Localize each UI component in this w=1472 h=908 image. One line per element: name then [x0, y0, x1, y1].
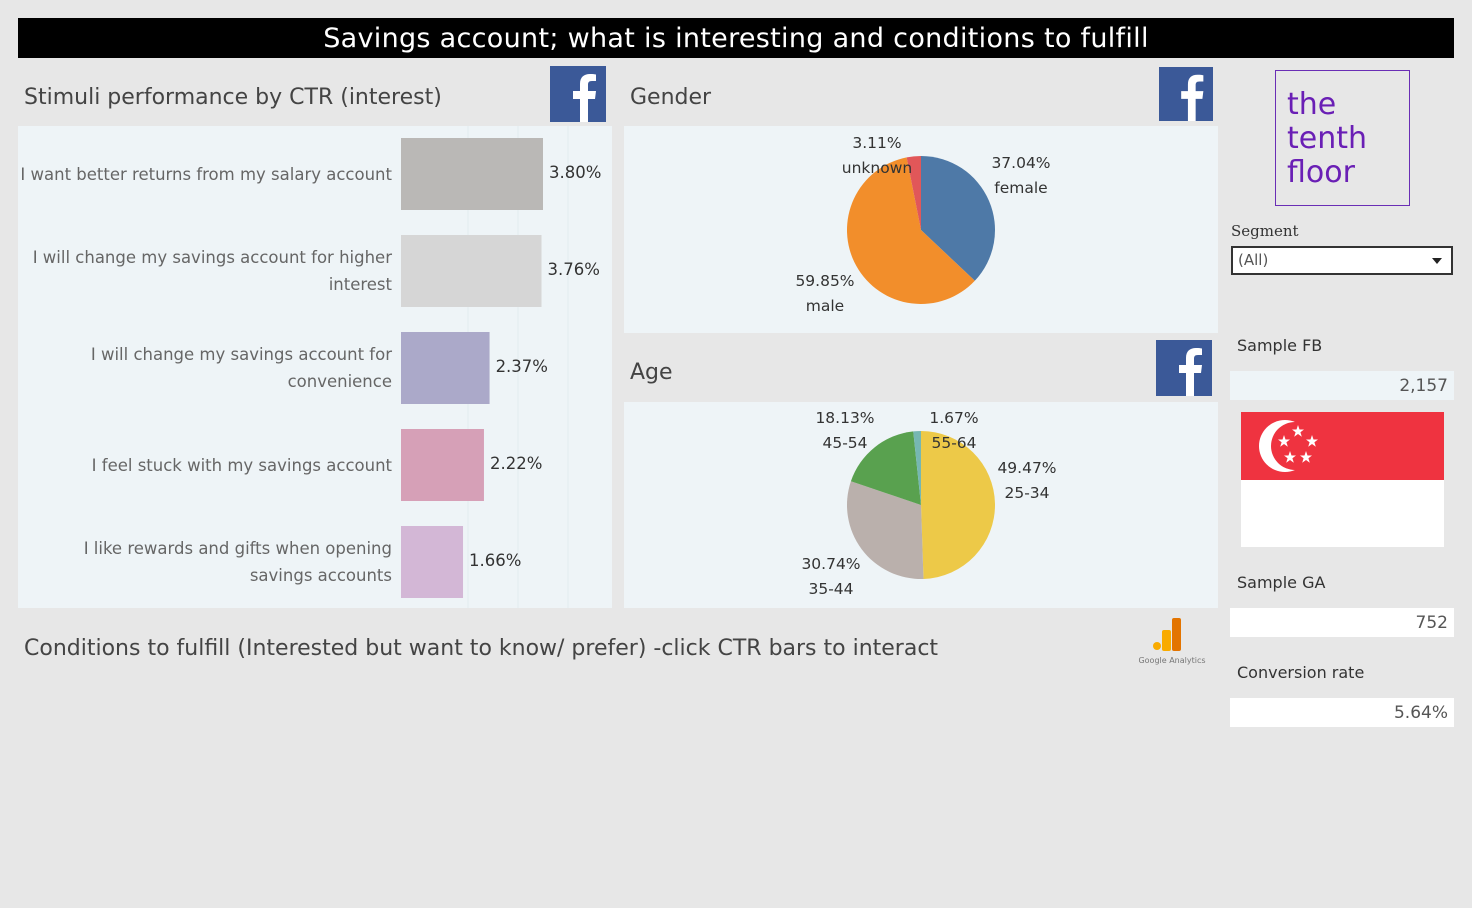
slice-name: 35-44 [808, 580, 854, 598]
slice-value: 18.13% [815, 409, 875, 427]
slice-name: unknown [841, 159, 913, 177]
gender-pie-chart [847, 156, 995, 304]
conditions-title: Conditions to fulfill (Interested but wa… [24, 636, 939, 661]
bar-category-label: I like rewards and gifts when opening sav… [12, 535, 392, 589]
gender-title: Gender [630, 85, 712, 110]
bar-category-line: convenience [287, 372, 392, 391]
bar-value-label: 2.37% [495, 357, 548, 376]
sample-fb-value: 2,157 [1230, 371, 1454, 400]
slice-name: 55-64 [931, 434, 977, 452]
ctr-bar[interactable] [401, 332, 490, 404]
facebook-icon [550, 66, 606, 122]
pie-label-25-34: 49.47% 25-34 [982, 456, 1072, 506]
bar-value-label: 2.22% [489, 454, 543, 473]
age-title: Age [630, 360, 673, 385]
stimuli-bar-chart [401, 126, 569, 608]
bar-category-label: I will change my savings account for conv… [12, 341, 392, 395]
ctr-bar[interactable] [401, 526, 464, 598]
segment-selected-value: (All) [1238, 251, 1269, 269]
slice-name: female [994, 179, 1048, 197]
tenth-floor-logo: the tenth floor [1275, 70, 1410, 206]
singapore-flag [1241, 412, 1444, 547]
bar-category-line: I like rewards and gifts when opening [83, 539, 392, 558]
bar-category-line: I will change my savings account for [90, 345, 392, 364]
pie-slice-45-54[interactable] [850, 431, 921, 505]
google-analytics-logo: Google Analytics [1136, 616, 1208, 668]
google-analytics-caption: Google Analytics [1138, 656, 1206, 665]
facebook-icon [1156, 340, 1212, 396]
bar-category-line: savings accounts [249, 566, 392, 585]
slice-value: 37.04% [991, 154, 1051, 172]
bar-category-line: I want better returns from my salary acc… [20, 164, 392, 184]
pie-slice-35-44[interactable] [847, 481, 924, 579]
pie-label-55-64: 1.67% 55-64 [910, 406, 998, 456]
age-panel: 18.13% 45-54 1.67% 55-64 49.47% 25-34 30… [624, 402, 1218, 608]
sample-ga-value: 752 [1230, 608, 1454, 637]
bar-value-label: 3.76% [547, 260, 600, 279]
pie-label-unknown: 3.11% unknown [832, 131, 922, 181]
bar-category-line: I will change my savings account for hig… [32, 248, 392, 267]
google-analytics-icon [1153, 618, 1181, 651]
slice-name: 45-54 [822, 434, 868, 452]
logo-text: the tenth floor [1287, 88, 1367, 190]
pie-slice-male[interactable] [847, 157, 975, 304]
conversion-rate-value: 5.64% [1230, 698, 1454, 727]
pie-label-female: 37.04% female [976, 151, 1066, 201]
conversion-rate-label: Conversion rate [1237, 663, 1365, 682]
slice-value: 3.11% [852, 134, 902, 152]
sample-ga-label: Sample GA [1237, 573, 1326, 592]
slice-name: 25-34 [1004, 484, 1050, 502]
dashboard-title: Savings account; what is interesting and… [18, 18, 1454, 58]
pie-label-35-44: 30.74% 35-44 [786, 552, 876, 602]
bar-category-label: I feel stuck with my savings account [12, 452, 392, 479]
pie-slice-female[interactable] [921, 156, 995, 281]
sample-fb-label: Sample FB [1237, 336, 1323, 355]
ctr-bar[interactable] [401, 235, 542, 307]
ctr-bar[interactable] [401, 138, 543, 210]
slice-name: male [805, 297, 845, 315]
bar-category-label: I will change my savings account for hig… [12, 244, 392, 298]
age-pie-chart [847, 431, 995, 579]
pie-slice-25-34[interactable] [921, 431, 995, 579]
stimuli-panel: 3.80% I want better returns from my salar… [18, 126, 612, 608]
bar-category-line: I feel stuck with my savings account [91, 455, 392, 475]
logo-line: floor [1287, 155, 1355, 190]
slice-value: 1.67% [929, 409, 979, 427]
bar-value-label: 1.66% [469, 551, 522, 570]
segment-label: Segment [1231, 222, 1299, 240]
gender-panel: 3.11% unknown 37.04% female 59.85% male [624, 126, 1218, 333]
pie-slice-55-64[interactable] [913, 431, 921, 505]
logo-line: tenth [1287, 121, 1368, 156]
stimuli-title: Stimuli performance by CTR (interest) [24, 85, 442, 110]
bar-category-label: I want better returns from my salary acc… [12, 161, 392, 188]
pie-label-male: 59.85% male [780, 269, 870, 319]
bar-category-line: interest [328, 275, 392, 294]
slice-value: 59.85% [795, 272, 855, 290]
facebook-icon [1159, 67, 1213, 121]
bar-value-label: 3.80% [549, 163, 602, 182]
ctr-bar[interactable] [401, 429, 484, 501]
slice-value: 49.47% [997, 459, 1057, 477]
segment-dropdown[interactable]: (All) [1231, 246, 1453, 275]
pie-label-45-54: 18.13% 45-54 [800, 406, 890, 456]
singapore-flag-icon [1241, 412, 1444, 547]
pie-slice-unknown[interactable] [906, 156, 921, 230]
slice-value: 30.74% [801, 555, 861, 573]
logo-line: the [1287, 87, 1337, 122]
chevron-down-icon[interactable] [1432, 258, 1442, 264]
